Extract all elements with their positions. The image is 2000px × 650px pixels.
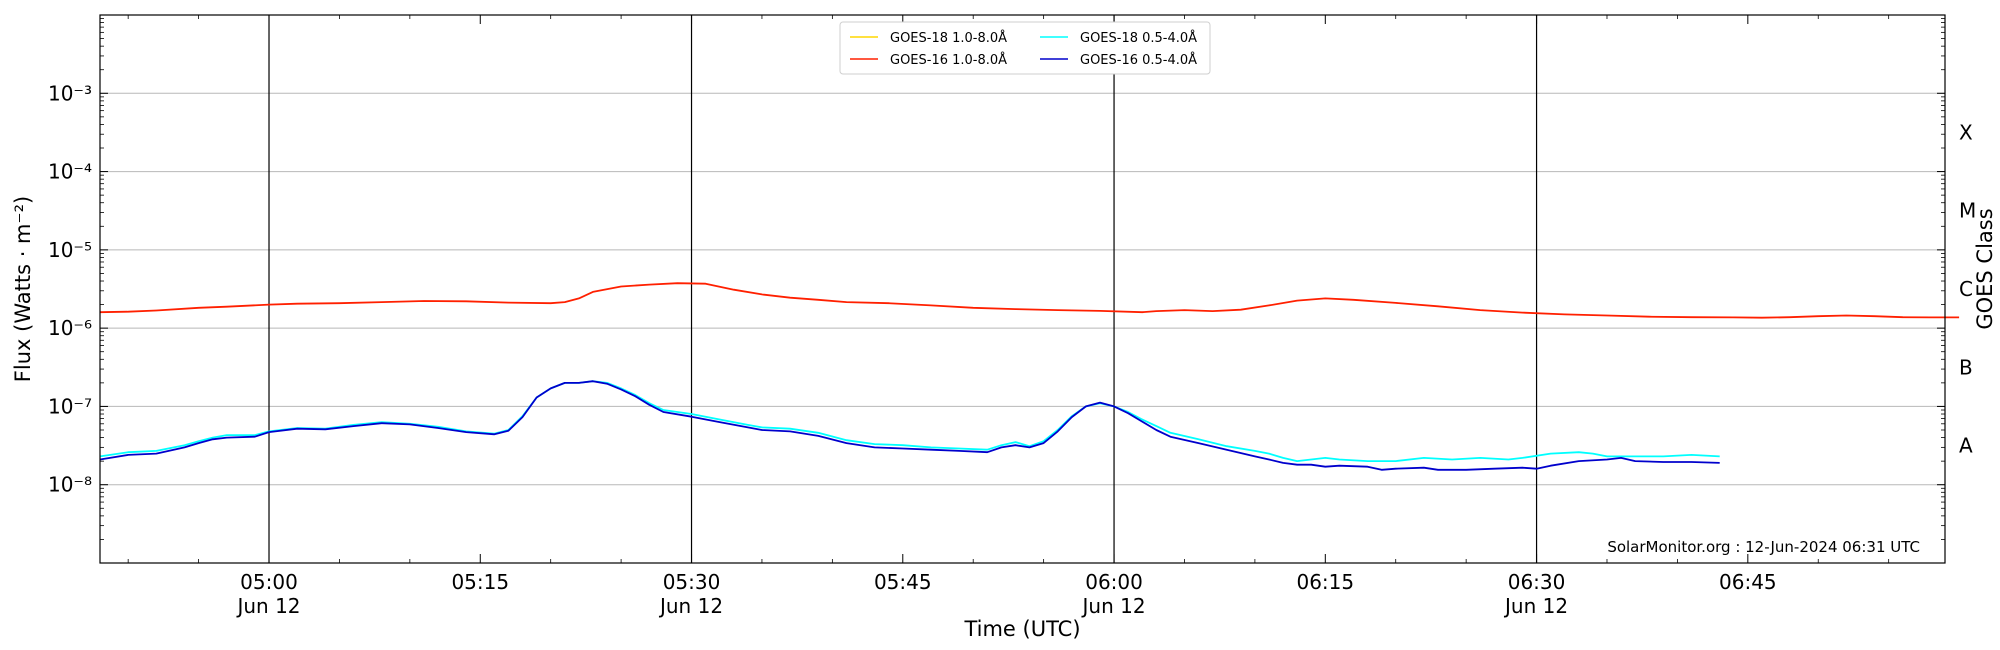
series-line-3 [99, 380, 1720, 471]
goes-class-b: B [1959, 355, 1973, 379]
plot-frame [99, 14, 1946, 564]
y-tick-label: 10⁻⁸ [48, 473, 92, 497]
goes-class-axis: A B C M X [1959, 120, 1976, 457]
y-tick-label: 10⁻³ [48, 81, 92, 105]
y-tick-label: 10⁻⁷ [48, 394, 92, 418]
goes-class-a: A [1959, 434, 1973, 458]
legend-label-0: GOES-18 1.0-8.0Å [890, 30, 1007, 46]
x-tick-label: 05:15 [451, 570, 509, 594]
x-tick-label: 05:30 [663, 570, 721, 594]
y-axis: 10⁻⁸ 10⁻⁷ 10⁻⁶ 10⁻⁵ 10⁻⁴ 10⁻³ [48, 18, 1945, 540]
grid-layer [100, 92, 1945, 486]
x-tick-label: 06:00 [1085, 570, 1143, 594]
credit-text: SolarMonitor.org : 12-Jun-2024 06:31 UTC [1607, 538, 1920, 556]
x-axis-title: Time (UTC) [963, 617, 1080, 641]
legend-label-3: GOES-16 0.5-4.0Å [1080, 52, 1197, 68]
goes-class-m: M [1959, 199, 1976, 223]
y-tick-label: 10⁻⁴ [48, 160, 92, 184]
series-layer [99, 282, 1960, 471]
x-tick-date: Jun 12 [235, 594, 300, 618]
legend-label-2: GOES-16 1.0-8.0Å [890, 52, 1007, 68]
legend: GOES-18 1.0-8.0Å GOES-16 1.0-8.0Å GOES-18 … [839, 21, 1211, 75]
goes-class-c: C [1959, 277, 1973, 301]
x-tick-label: 05:45 [874, 570, 932, 594]
legend-box [839, 21, 1211, 75]
x-tick-label: 05:00 [240, 570, 298, 594]
y-tick-label: 10⁻⁵ [48, 238, 92, 262]
legend-label-1: GOES-18 0.5-4.0Å [1080, 30, 1197, 46]
day-marker-lines [268, 15, 1538, 563]
x-tick-label: 06:15 [1296, 570, 1354, 594]
x-tick-date: Jun 12 [1081, 594, 1146, 618]
x-tick-label: 06:30 [1508, 570, 1566, 594]
x-tick-date: Jun 12 [658, 594, 723, 618]
goes-class-x: X [1959, 120, 1973, 144]
x-tick-label: 06:45 [1719, 570, 1777, 594]
x-tick-date: Jun 12 [1503, 594, 1568, 618]
goes-class-title: GOES Class [1973, 208, 1997, 329]
y-axis-title: Flux (Watts · m⁻²) [11, 196, 35, 382]
series-line-2 [99, 282, 1960, 319]
y-tick-label: 10⁻⁶ [48, 316, 92, 340]
